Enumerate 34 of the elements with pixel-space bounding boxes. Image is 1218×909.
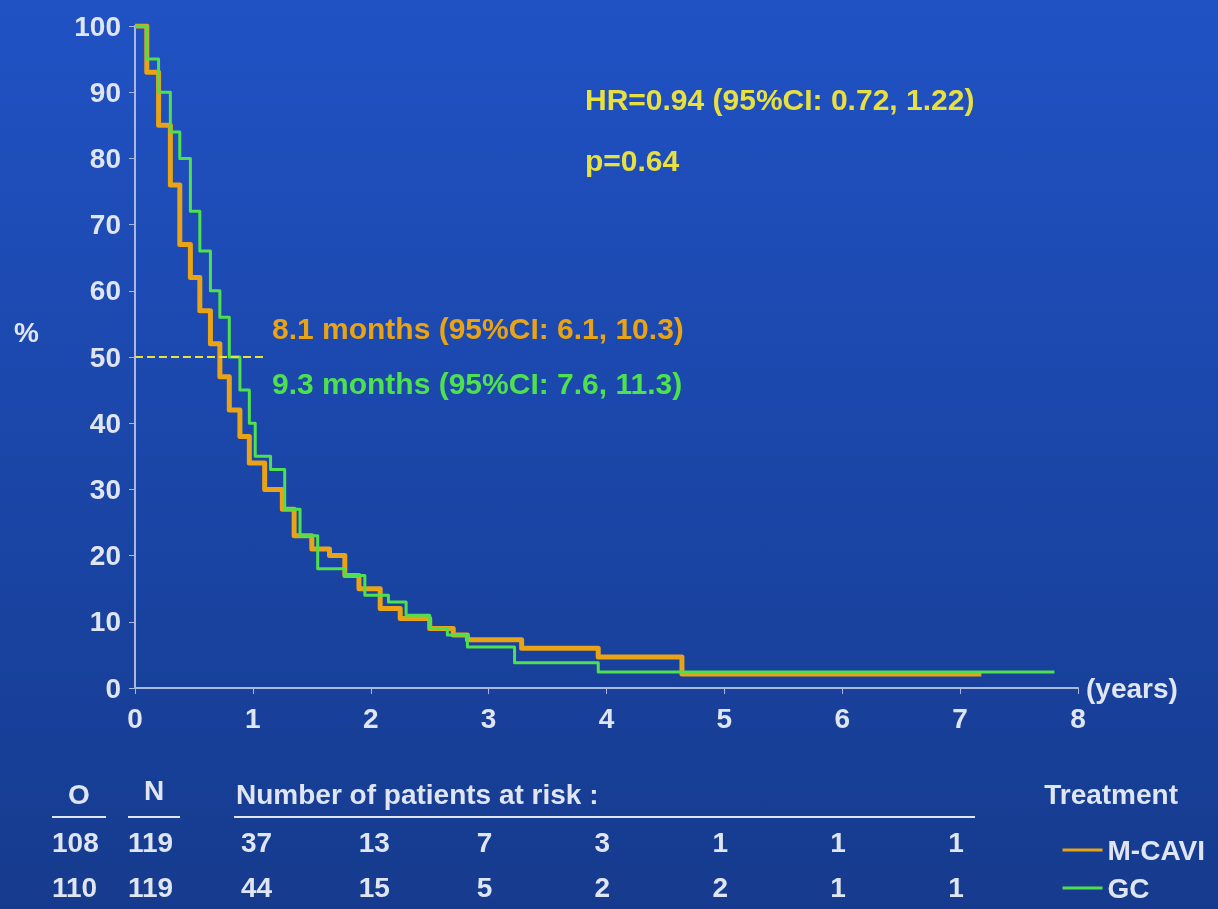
x-tick-label: 4 <box>598 702 615 734</box>
legend-label: GC <box>1107 872 1150 904</box>
x-tick-label: 6 <box>834 702 851 734</box>
y-tick-label: 10 <box>89 606 121 638</box>
x-tick-label: 3 <box>480 702 497 734</box>
x-tick-label: 7 <box>952 702 968 734</box>
x-tick-label: 1 <box>245 702 261 734</box>
y-tick-label: 20 <box>89 540 121 572</box>
text: N <box>144 774 165 806</box>
x-tick-label: 5 <box>716 702 733 734</box>
y-tick-label: 100 <box>74 10 121 42</box>
x-tick-label: 0 <box>127 702 143 734</box>
text: 108 119 37 13 7 3 1 1 1 <box>52 826 964 858</box>
legend-label: M-CAVI <box>1107 834 1205 866</box>
y-tick-label: 30 <box>89 473 121 505</box>
annotation: HR=0.94 (95%CI: 0.72, 1.22) <box>585 82 975 116</box>
y-tick-label: 50 <box>89 341 121 373</box>
y-tick-label: 60 <box>89 275 121 307</box>
y-tick-label: 0 <box>105 672 121 704</box>
text: 110 119 44 15 5 2 2 1 1 <box>52 871 964 903</box>
x-axis-title: (years) <box>1086 672 1178 704</box>
text: Number of patients at risk : <box>236 778 599 810</box>
y-tick-label: 90 <box>89 76 121 108</box>
y-tick-label: 80 <box>89 142 121 174</box>
y-tick-label: 40 <box>89 407 121 439</box>
annotation: p=0.64 <box>585 143 680 177</box>
y-tick-label: 70 <box>89 209 121 241</box>
x-tick-label: 2 <box>362 702 379 734</box>
text: O <box>68 778 90 810</box>
annotation: 9.3 months (95%CI: 7.6, 11.3) <box>272 366 683 400</box>
x-tick-label: 8 <box>1070 702 1086 734</box>
legend-title: Treatment <box>1044 778 1179 810</box>
y-axis-title: % <box>14 316 39 348</box>
annotation: 8.1 months (95%CI: 6.1, 10.3) <box>272 311 684 345</box>
